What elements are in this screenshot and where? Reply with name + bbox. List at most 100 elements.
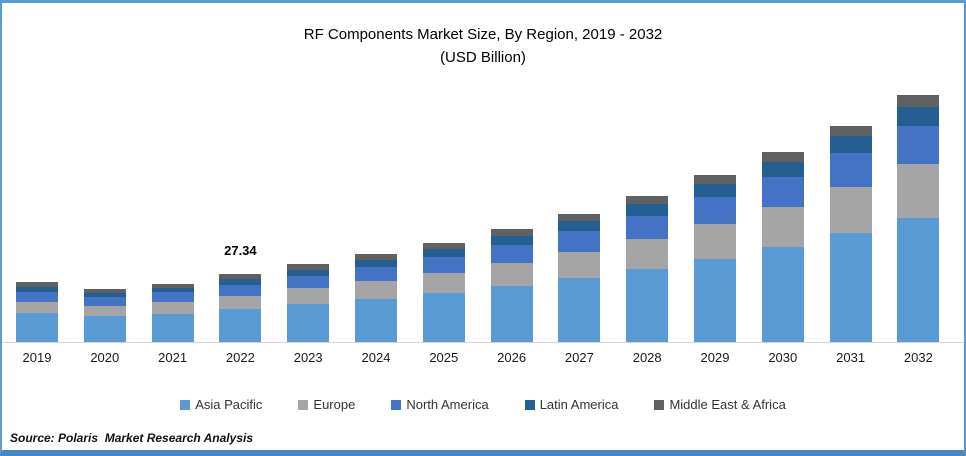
bar-2031-north-america — [829, 153, 872, 187]
legend-item-north-america: North America — [391, 397, 489, 412]
bar-2024-middle-east-africa — [355, 254, 397, 260]
bar-2025-middle-east-africa — [422, 242, 465, 250]
bar-2029-europe — [694, 223, 736, 259]
bar-2027-asia-pacific — [558, 278, 601, 342]
bar-2025-asia-pacific — [422, 293, 465, 342]
bar-2029-latin-america — [694, 184, 736, 198]
legend-item-asia-pacific: Asia Pacific — [180, 397, 262, 412]
bar-2023-north-america — [287, 275, 330, 289]
x-axis-label-2024: 2024 — [361, 350, 391, 365]
bar-2028-north-america — [626, 215, 669, 239]
bar-2027-middle-east-africa — [558, 213, 601, 222]
x-axis-label-2023: 2023 — [293, 350, 323, 365]
legend-item-middle-east-africa: Middle East & Africa — [654, 397, 786, 412]
legend-swatch-middle-east-africa — [654, 399, 665, 410]
bar-2020-europe — [83, 305, 126, 317]
bar-2022-europe — [219, 295, 262, 309]
bar-2031-latin-america — [829, 136, 872, 154]
bar-2023-europe — [287, 288, 330, 305]
data-label-2022: 27.34 — [224, 243, 257, 259]
bar-2025-europe — [422, 273, 465, 294]
bar-2028-asia-pacific — [626, 269, 669, 342]
bar-2022-north-america — [219, 284, 262, 296]
bar-2019-asia-pacific — [16, 313, 58, 342]
bar-2021-north-america — [151, 292, 194, 303]
legend-label-asia-pacific: Asia Pacific — [195, 397, 263, 412]
bar-2027-europe — [558, 251, 601, 279]
bar-2020-north-america — [83, 297, 126, 306]
bar-2025-north-america — [422, 257, 465, 274]
bar-2031-europe — [829, 187, 872, 234]
x-axis-labels: 2019 2020 2021 2022 2023 2024 2025 2026 2027 2028… — [2, 350, 964, 368]
bar-2020-latin-america — [83, 292, 126, 298]
x-axis-line — [2, 342, 964, 343]
legend-item-latin-america: Latin America — [524, 397, 619, 412]
bar-2021-europe — [151, 302, 194, 314]
x-axis-label-2028: 2028 — [632, 350, 662, 365]
legend-swatch-north-america — [391, 399, 402, 410]
bar-2030-europe — [761, 206, 804, 247]
bar-2026-latin-america — [490, 236, 533, 246]
bar-2019-latin-america — [16, 286, 58, 292]
bar-2030-middle-east-africa — [761, 152, 804, 162]
bar-2022-asia-pacific — [219, 308, 262, 342]
bar-2024-europe — [355, 281, 397, 300]
bar-2025-latin-america — [422, 249, 465, 258]
bar-2032-latin-america — [897, 107, 940, 127]
bar-2030-latin-america — [761, 161, 804, 177]
legend-swatch-asia-pacific — [180, 399, 191, 410]
bar-2032-asia-pacific — [897, 217, 940, 342]
bar-2029-north-america — [694, 197, 736, 224]
x-axis-label-2031: 2031 — [836, 350, 866, 365]
bar-2022-latin-america — [219, 279, 262, 285]
bar-2024-asia-pacific — [355, 299, 397, 342]
bar-2027-latin-america — [558, 221, 601, 232]
bar-2028-europe — [626, 238, 669, 270]
bar-2029-middle-east-africa — [694, 175, 736, 185]
bar-2019-middle-east-africa — [16, 282, 58, 287]
bar-2022-middle-east-africa — [219, 274, 262, 280]
bar-2023-middle-east-africa — [287, 264, 330, 270]
bar-2028-latin-america — [626, 204, 669, 216]
x-axis-label-2022: 2022 — [225, 350, 255, 365]
legend-label-latin-america: Latin America — [539, 397, 619, 412]
x-axis-label-2019: 2019 — [22, 350, 52, 365]
source-note: Source: Polaris Market Research Analysis — [10, 431, 253, 445]
bar-2030-north-america — [761, 176, 804, 207]
chart-title: RF Components Market Size, By Region, 20… — [2, 23, 964, 69]
bar-2031-asia-pacific — [829, 233, 872, 342]
x-axis-label-2021: 2021 — [158, 350, 188, 365]
bar-2027-north-america — [558, 231, 601, 252]
x-axis-label-2027: 2027 — [564, 350, 594, 365]
legend-label-middle-east-africa: Middle East & Africa — [669, 397, 786, 412]
bar-2023-latin-america — [287, 269, 330, 276]
bar-2019-europe — [16, 301, 58, 314]
bar-2024-north-america — [355, 267, 397, 282]
bar-2028-middle-east-africa — [626, 195, 669, 205]
x-axis-label-2030: 2030 — [768, 350, 798, 365]
plot-area: 27.34 — [2, 94, 964, 343]
legend-label-europe: Europe — [313, 397, 356, 412]
bar-2026-middle-east-africa — [490, 229, 533, 237]
bar-2030-asia-pacific — [761, 246, 804, 342]
x-axis-label-2020: 2020 — [90, 350, 120, 365]
bar-2032-europe — [897, 164, 940, 218]
bar-2032-middle-east-africa — [897, 95, 940, 108]
chart-title-line1: RF Components Market Size, By Region, 20… — [303, 26, 663, 43]
bar-2020-middle-east-africa — [83, 288, 126, 293]
bar-2031-middle-east-africa — [829, 125, 872, 137]
bar-2021-asia-pacific — [151, 313, 194, 342]
chart-title-line2: (USD Billion) — [440, 49, 526, 66]
x-axis-label-2025: 2025 — [429, 350, 459, 365]
x-axis-label-2032: 2032 — [903, 350, 933, 365]
legend-swatch-europe — [298, 399, 309, 410]
bar-2029-asia-pacific — [694, 258, 736, 342]
bar-2021-middle-east-africa — [151, 283, 194, 288]
legend-label-north-america: North America — [406, 397, 489, 412]
bar-2023-asia-pacific — [287, 304, 330, 342]
legend-swatch-latin-america — [524, 399, 535, 410]
bar-2020-asia-pacific — [83, 316, 126, 342]
bar-2026-north-america — [490, 245, 533, 264]
x-axis-label-2026: 2026 — [497, 350, 527, 365]
